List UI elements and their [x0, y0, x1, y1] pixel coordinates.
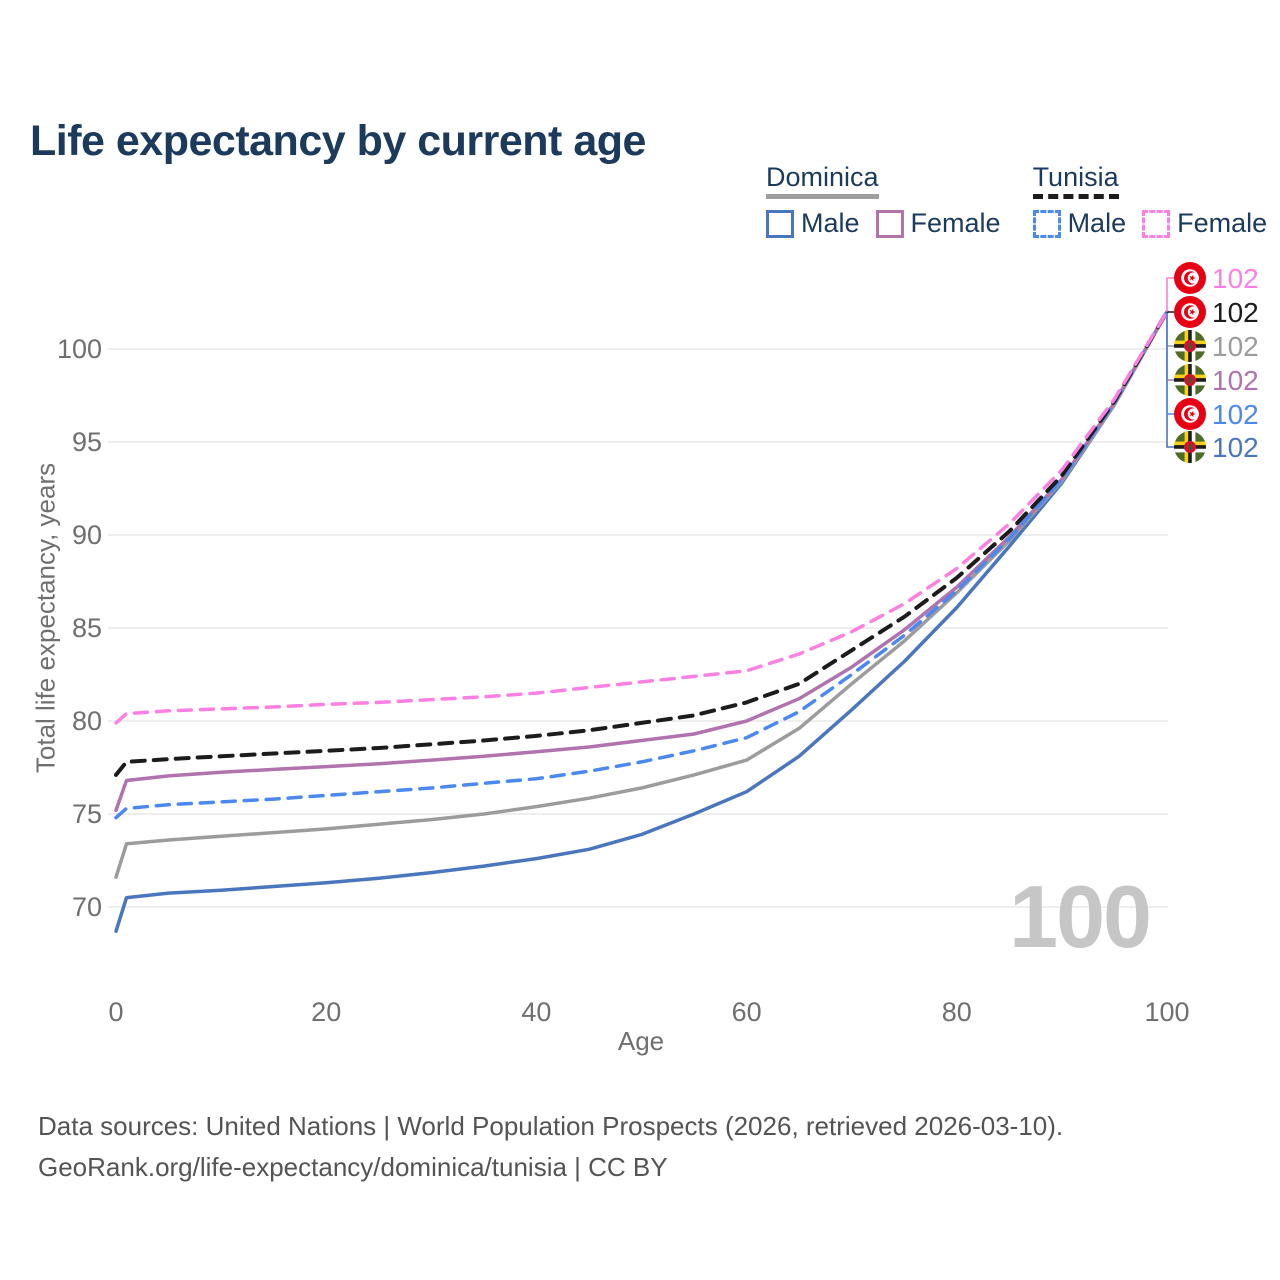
legend-group-dominica: Dominica Male Female [766, 162, 1001, 239]
tunisia-flag-icon [1174, 398, 1206, 430]
series-line-dominica-male[interactable] [114, 310, 1169, 933]
end-value-label-tunisia-male: 102 [1212, 399, 1259, 430]
footer-attribution: GeoRank.org/life-expectancy/dominica/tun… [38, 1152, 668, 1182]
legend-item-label: Male [1067, 208, 1127, 238]
footer: Data sources: United Nations | World Pop… [38, 1106, 1063, 1188]
y-tick-label: 95 [72, 427, 102, 457]
legend-country-tunisia[interactable]: Tunisia [1032, 162, 1119, 199]
legend-item-label: Female [910, 208, 1001, 238]
legend-items-row: Male Female [1032, 208, 1267, 239]
end-value-label-dominica-male: 102 [1212, 432, 1259, 463]
dominica-flag-icon [1174, 364, 1206, 396]
series-line-tunisia-both[interactable] [114, 309, 1169, 777]
series-line-dominica-female[interactable] [114, 310, 1169, 813]
footer-sources: Data sources: United Nations | World Pop… [38, 1111, 1064, 1141]
legend-item-label: Female [1177, 208, 1268, 238]
legend-item-tunisia-male[interactable]: Male [1032, 208, 1127, 239]
y-tick-label: 80 [72, 706, 102, 736]
end-value-label-dominica-female: 102 [1212, 365, 1259, 396]
x-tick-label: 60 [732, 997, 762, 1027]
legend-swatch [1032, 209, 1061, 238]
tunisia-flag-icon [1174, 262, 1206, 294]
label-leader-line-dominica-both [1166, 311, 1174, 347]
series-line-tunisia-female[interactable] [114, 310, 1169, 725]
dominica-flag-icon [1174, 364, 1206, 396]
end-value-label-tunisia-both: 102 [1212, 297, 1259, 328]
legend-swatch [766, 209, 794, 238]
y-tick-label: 70 [72, 892, 102, 922]
legend-item-dominica-female[interactable]: Female [875, 208, 1001, 239]
label-leader-line-tunisia-female [1166, 277, 1174, 312]
series-line-tunisia-male[interactable] [114, 310, 1169, 820]
tunisia-flag-icon [1174, 296, 1206, 328]
legend-item-label: Male [801, 208, 860, 238]
age-watermark: 100 [1009, 867, 1152, 966]
legend-swatch [875, 209, 904, 238]
x-tick-label: 100 [1144, 997, 1189, 1027]
legend-swatch [1142, 209, 1171, 238]
x-tick-label: 40 [521, 997, 551, 1027]
y-tick-label: 85 [72, 613, 102, 643]
tunisia-flag-icon [1174, 296, 1206, 328]
dominica-flag-icon [1174, 330, 1206, 362]
end-value-label-tunisia-female: 102 [1212, 263, 1259, 294]
dominica-flag-icon [1174, 431, 1206, 463]
label-leader-line-tunisia-male [1166, 311, 1174, 415]
y-tick-label: 75 [72, 799, 102, 829]
end-value-label-dominica-both: 102 [1212, 331, 1259, 362]
legend: Dominica Male Female Tunisia Male Female [766, 162, 1267, 239]
x-tick-label: 20 [311, 997, 341, 1027]
series-line-dominica-both[interactable] [114, 310, 1169, 879]
x-tick-label: 80 [942, 997, 972, 1027]
legend-item-tunisia-female[interactable]: Female [1142, 208, 1267, 239]
page-title: Life expectancy by current age [30, 116, 646, 165]
y-tick-label: 90 [72, 520, 102, 550]
legend-country-dominica[interactable]: Dominica [766, 162, 879, 199]
tunisia-flag-icon [1174, 398, 1206, 430]
legend-group-tunisia: Tunisia Male Female [1032, 162, 1267, 239]
dominica-flag-icon [1174, 330, 1206, 362]
x-axis-title: Age [617, 1026, 665, 1056]
dominica-flag-icon [1174, 431, 1206, 463]
legend-items-row: Male Female [766, 208, 1001, 239]
legend-item-dominica-male[interactable]: Male [766, 208, 860, 239]
tunisia-flag-icon [1174, 262, 1206, 294]
y-tick-label: 100 [57, 334, 102, 364]
x-tick-label: 0 [108, 997, 123, 1027]
